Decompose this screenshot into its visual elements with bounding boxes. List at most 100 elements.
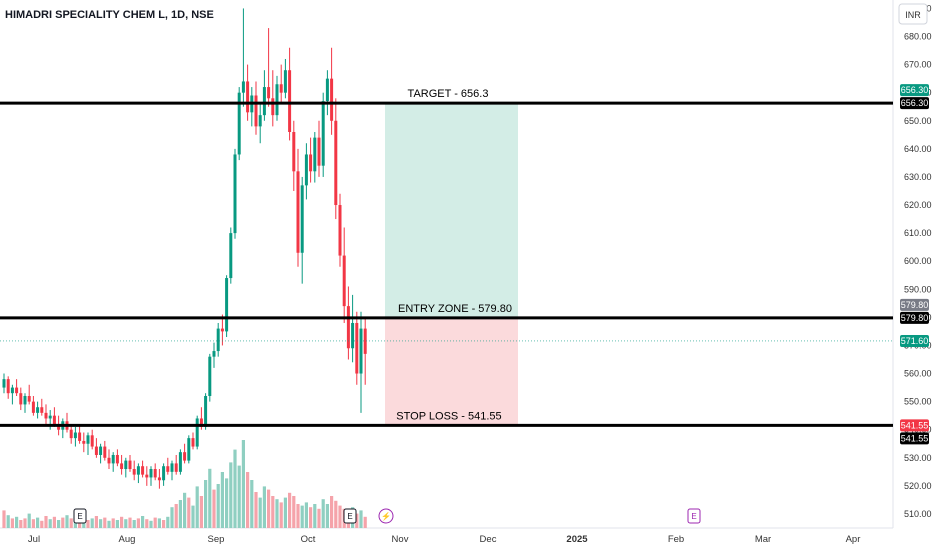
event-label: ⚡ [381,511,391,521]
candle-body [342,255,346,307]
volume-bar [69,518,73,528]
candle [174,454,178,475]
price-tick-label: 610.00 [904,228,932,238]
candle [23,393,27,413]
candle [44,404,48,425]
stop-label: STOP LOSS - 541.55 [396,410,501,422]
volume-bar [73,520,77,528]
candle-body [233,154,237,234]
candle-body [204,396,208,427]
candle-body [351,322,355,349]
volume-bar [44,516,48,528]
candle-body [57,424,61,430]
volume-bar [78,519,82,528]
price-tick-label: 530.00 [904,453,932,463]
candle [120,454,124,475]
candle-body [73,432,77,439]
candle-body [355,322,359,374]
candle [283,58,287,99]
candle-body [115,454,119,464]
target-marker-tag-text: 656.30 [901,85,929,95]
candle-body [229,233,233,279]
candle [275,75,279,121]
candle [31,396,35,416]
candle [363,317,367,385]
candle [19,387,23,411]
candle-body [90,435,94,447]
candle-body [174,463,178,472]
earnings-icon [343,508,357,524]
candle-body [187,438,191,461]
entry-marker-tag-bg [900,298,929,311]
candle [94,438,98,458]
candle-body [296,171,300,253]
candle [40,398,44,416]
volume-bar [48,519,52,528]
candle [107,449,111,470]
candle [325,70,329,116]
candle-body [271,98,275,116]
price-tick-label: 520.00 [904,481,932,491]
volume-bar [6,515,10,528]
volume-bar [309,507,313,528]
candle-body [145,474,149,478]
candle-body [94,446,98,455]
volume-bar [136,518,140,528]
earnings-icon [687,508,701,524]
candle [246,64,250,121]
candle [351,294,355,363]
candle-body [27,396,31,402]
candle-body [128,460,132,470]
volume-bar [191,505,195,528]
candle-body [288,70,292,132]
candle [162,463,166,486]
candle-body [48,415,52,419]
candle-body [111,454,115,464]
volume-bar [10,518,14,528]
profit-zone [385,103,518,318]
time-tick-label: Feb [668,534,684,545]
volume-bar [27,513,31,528]
target-level-tag-text: 656.30 [901,98,929,108]
earnings-icon [73,508,87,524]
volume-bar [208,468,212,528]
currency-button[interactable]: INR [898,3,928,25]
candle [166,457,170,475]
candle [288,47,292,141]
event-marker-earnings-upcoming: E [687,508,701,524]
event-label: E [77,512,82,521]
currency-label: INR [905,10,921,20]
candle-body [300,185,304,253]
candle-body [120,463,124,470]
candle [212,342,216,368]
volume-bar [132,520,136,528]
volume-bar [166,516,170,528]
volume-bar [317,508,321,528]
candle [204,393,208,430]
candle-body [107,457,111,464]
last-price-tag-text: 571.60 [901,336,929,346]
candle-body [241,81,245,93]
time-tick-label: Nov [392,534,409,545]
candle [187,435,191,464]
volume-bar [271,496,275,528]
candle [300,176,304,284]
volume-bar [61,517,65,528]
candle [292,120,296,191]
candle [6,376,10,399]
last-price-tag-bg [900,334,929,347]
candle-body [157,477,161,481]
candle-body [10,387,14,394]
candle-body [216,328,220,352]
price-tick-label: 670.00 [904,60,932,70]
stop-level-tag-text: 541.55 [901,433,929,443]
volume-bar [304,502,308,528]
volume-bar [330,496,334,528]
candle-body [262,87,266,116]
volume-bar [216,484,220,528]
volume-bar [237,465,241,528]
time-tick-label: Aug [119,534,136,545]
candle-body [275,84,279,116]
volume-bar [296,504,300,528]
volume-bar [86,520,90,528]
